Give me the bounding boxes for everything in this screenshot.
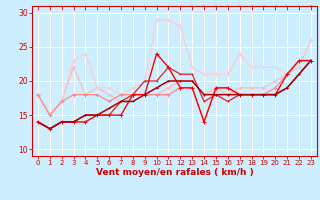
- X-axis label: Vent moyen/en rafales ( km/h ): Vent moyen/en rafales ( km/h ): [96, 168, 253, 177]
